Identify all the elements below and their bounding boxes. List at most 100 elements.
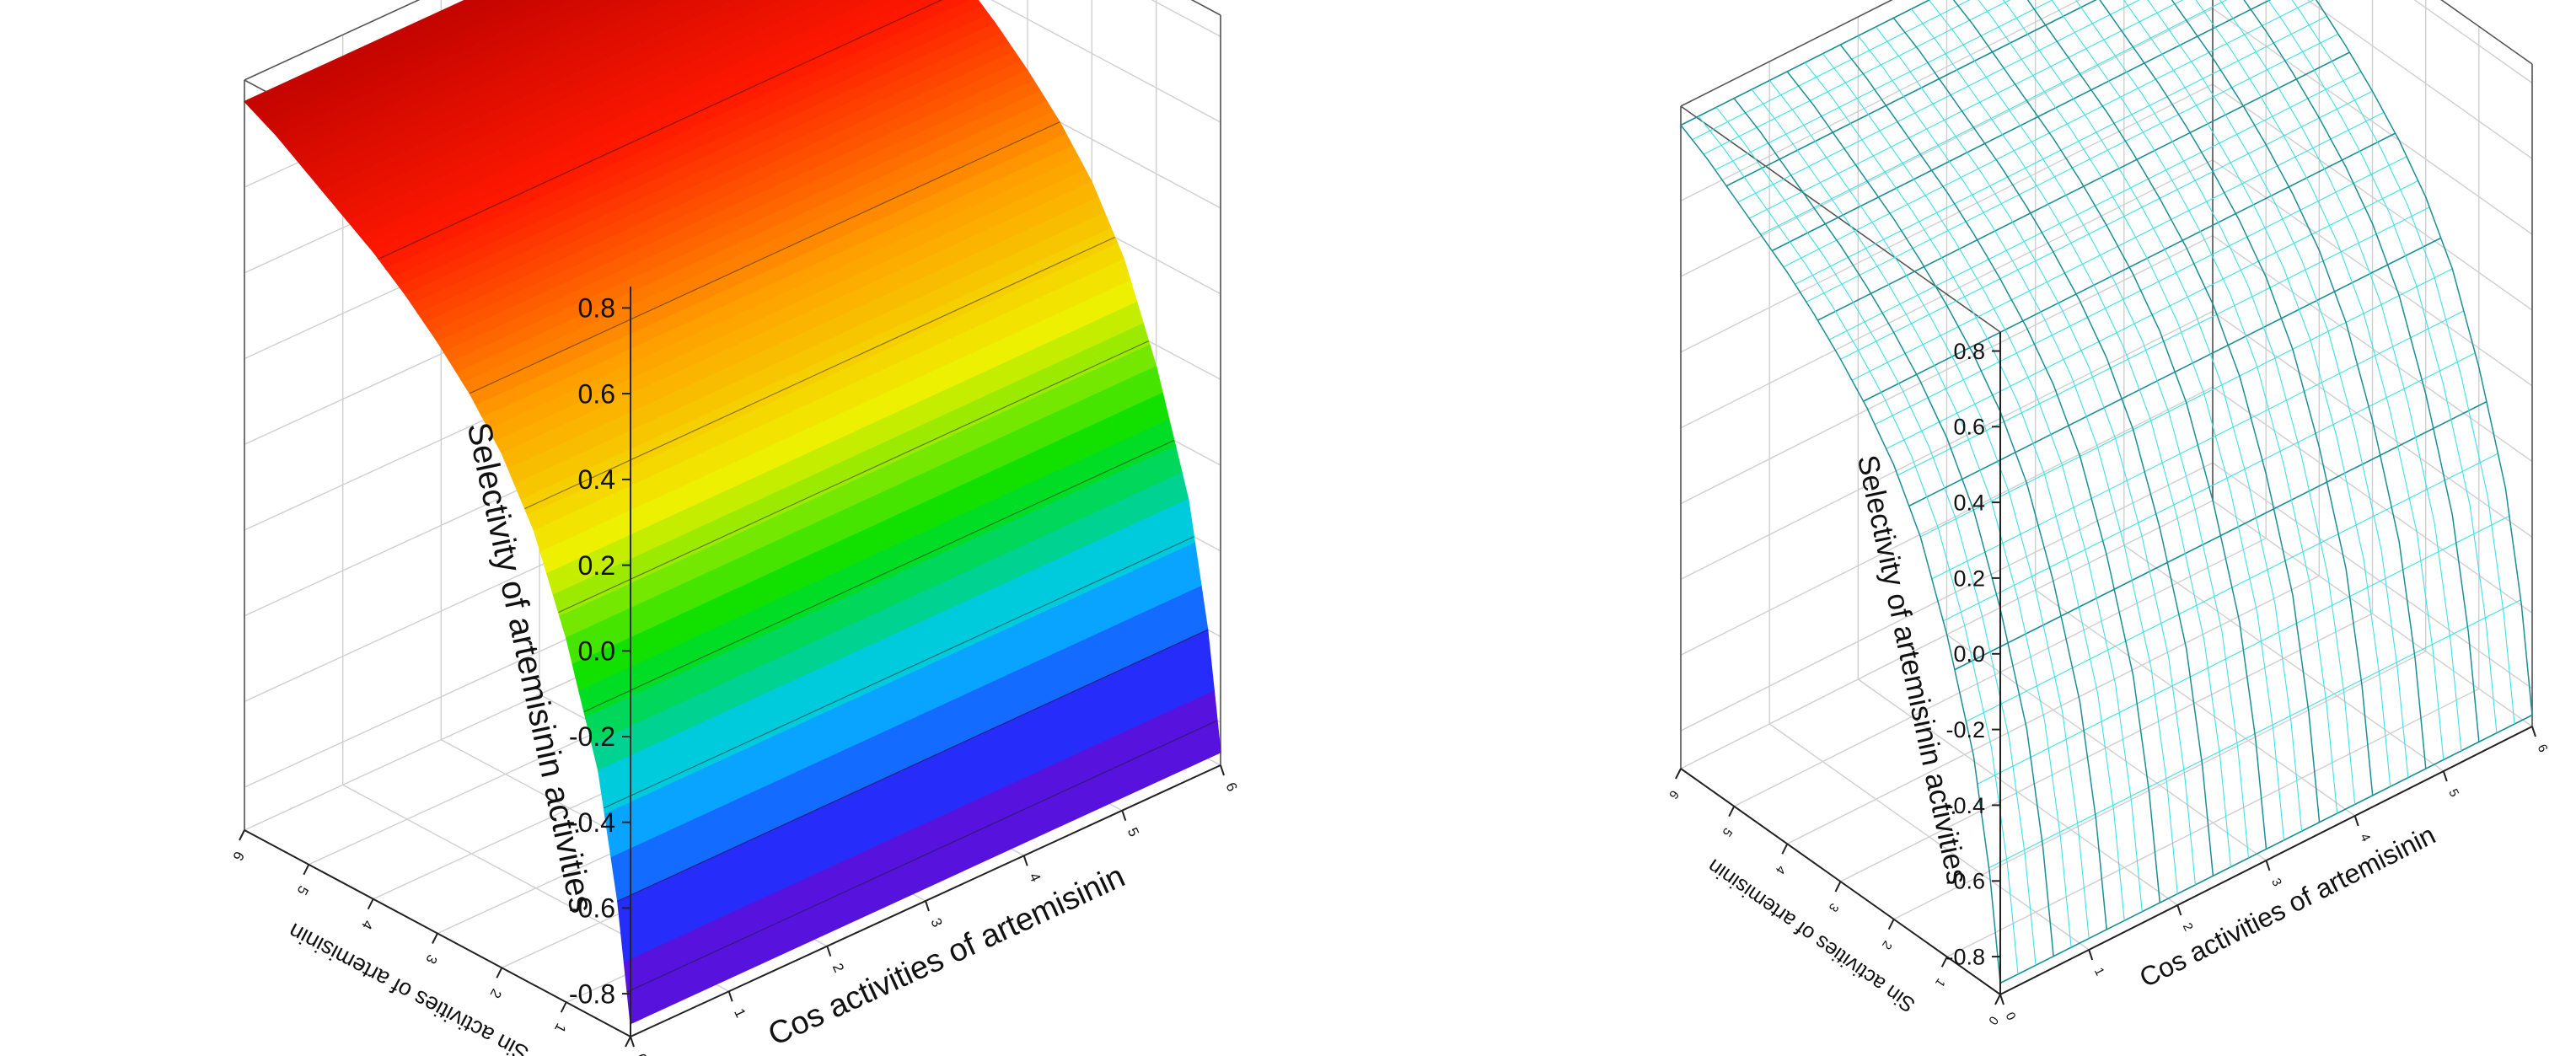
surface-strip (262, 0, 552, 130)
z-tick-label: 0.8 (1953, 339, 1985, 364)
y-tick-label: 1 (1932, 976, 1948, 990)
gridline (2212, 310, 2533, 538)
surface-strip (288, 0, 643, 160)
contour-line (378, 0, 943, 260)
x-tick (1220, 764, 1225, 776)
mesh-line (1698, 115, 2019, 974)
y-tick-label: 2 (1879, 938, 1895, 952)
z-tick-label: -0.4 (569, 807, 615, 838)
y-tick-label: 0 (1985, 1013, 2001, 1027)
mesh-line (1910, 8, 2231, 867)
y-tick-label: 3 (1826, 900, 1842, 914)
surface-strip (276, 0, 597, 145)
contour-line (583, 440, 1175, 712)
y-tick-label: 3 (422, 951, 440, 966)
z-tick-label: 0.4 (1953, 490, 1985, 516)
gridline (2212, 8, 2533, 235)
gridline (1680, 8, 2214, 277)
x-tick-label: 1 (731, 1006, 749, 1021)
x-tick (2531, 726, 2536, 737)
z-tick-label: 0.2 (578, 550, 615, 581)
mesh-line (1768, 80, 2090, 939)
y-tick (1781, 843, 1789, 855)
mesh-line (1725, 0, 2097, 187)
z-tick-label: -0.2 (1945, 717, 1985, 742)
z-tick-label: -0.6 (1945, 869, 1985, 894)
mesh-line (1751, 88, 2072, 948)
gridline (1680, 462, 2214, 732)
y-tick (625, 1036, 631, 1048)
x-tick-label: 4 (2357, 831, 2373, 844)
box-edges (1680, 0, 2533, 769)
y-tick (1887, 919, 1895, 930)
gridline (1680, 386, 2214, 656)
contour-line (604, 536, 1194, 809)
gridline (2212, 386, 2533, 614)
y-tick (560, 1001, 567, 1013)
x-tick (1999, 994, 2004, 1005)
mesh-line (1680, 125, 2001, 984)
z-tick-label: -0.2 (569, 721, 615, 752)
surface-strip (256, 0, 531, 123)
x-tick-label: 5 (2445, 786, 2461, 799)
x-tick (2442, 770, 2448, 782)
mesh-line (1680, 0, 1931, 126)
x-tick-label: 4 (1026, 871, 1044, 885)
z-tick-label: 0.0 (578, 636, 615, 667)
x-tick-label: 6 (1222, 780, 1240, 794)
mesh-line (2291, 0, 2515, 725)
y-tick-label: 6 (1666, 787, 1682, 801)
mesh-line (2074, 0, 2356, 805)
mesh-line (1952, 0, 2267, 850)
x-tick-label: 0 (2003, 1010, 2019, 1022)
surface-strip (243, 0, 488, 110)
z-tick-label: -0.4 (1945, 793, 1985, 818)
gridline (1786, 575, 2320, 844)
y-tick (239, 829, 245, 841)
y-tick (303, 864, 310, 876)
mesh-line (2123, 0, 2391, 787)
y-axis-title: Sin activities of artemisinin (284, 918, 533, 1056)
surface-strip (295, 0, 667, 168)
x-tick (2265, 860, 2271, 871)
gridline (1840, 613, 2373, 882)
box-edge (244, 0, 421, 81)
x-tick (2088, 949, 2094, 961)
surface-strip (623, 690, 1221, 1025)
surface-plot-wireframe: 0.80.60.40.20.0-0.2-0.4-0.6-0.8Selectivi… (1666, 0, 2550, 1027)
x-tick (925, 900, 930, 912)
mesh-line (1892, 17, 2214, 876)
surface (1680, 0, 2533, 984)
surface-strip (301, 0, 690, 175)
y-tick-label: 4 (358, 918, 376, 932)
mesh-line (1875, 26, 2196, 885)
gridline (1680, 83, 2214, 353)
z-tick-label: -0.6 (569, 893, 615, 924)
gridline (1680, 0, 2081, 201)
mesh-line (2219, 0, 2462, 751)
gridline (1680, 234, 2214, 505)
gridline (990, 0, 1221, 123)
z-tick-label: 0.6 (578, 378, 615, 409)
surface-strip (282, 0, 620, 153)
mesh-line (1822, 53, 2143, 912)
x-tick-label: 1 (2091, 965, 2107, 978)
mesh-line (1804, 62, 2125, 921)
gridline (2212, 462, 2533, 689)
z-tick-label: 0.2 (1953, 566, 1985, 591)
contour-line (626, 720, 1218, 993)
gridline (1680, 310, 2214, 581)
y-tick-label: 5 (294, 883, 312, 898)
box-edge (1680, 0, 1893, 107)
z-tick-label: -0.8 (1945, 945, 1985, 970)
x-tick-label: 2 (2180, 920, 2196, 933)
mesh-line (2171, 0, 2427, 769)
mesh-line (1929, 0, 2250, 859)
x-tick (1022, 855, 1028, 866)
x-tick-label: 6 (2535, 742, 2551, 754)
y-axis-title: Sin activities of artemisinin (1704, 854, 1920, 1016)
gridline (2212, 235, 2533, 463)
z-tick-label: 0.6 (1953, 415, 1985, 440)
mesh-line (2099, 0, 2374, 796)
